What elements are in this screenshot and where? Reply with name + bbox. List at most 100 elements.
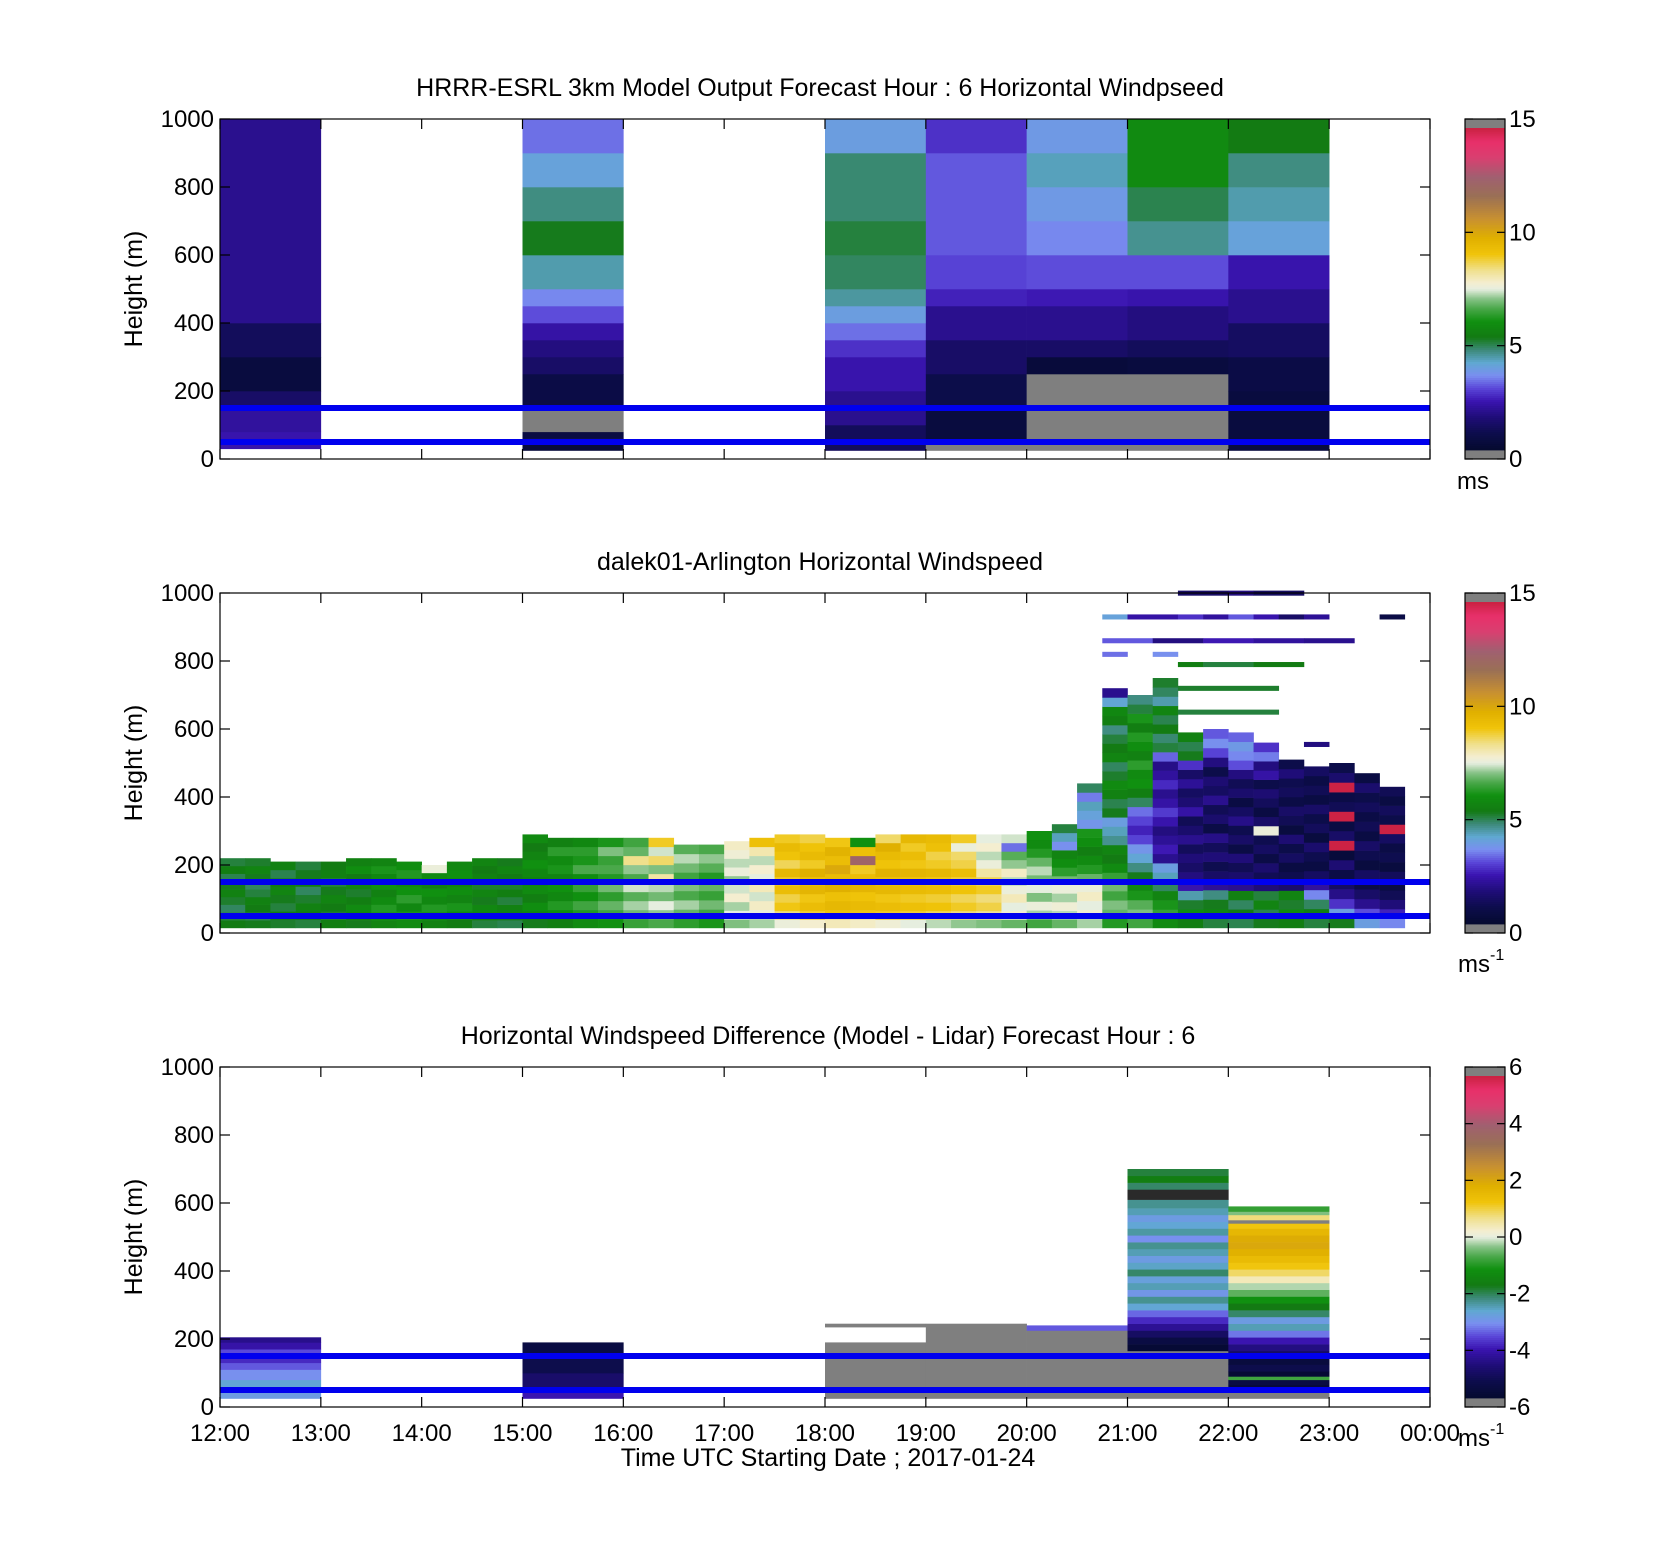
heatmap-cell — [976, 885, 1002, 895]
colorbar-tick-label: 6 — [1509, 1054, 1522, 1081]
colorbar-strip — [1465, 1226, 1505, 1230]
heatmap-cell — [1278, 881, 1305, 891]
heatmap-cell — [1329, 840, 1355, 851]
colorbar-strip — [1465, 367, 1505, 370]
heatmap-cell — [1177, 788, 1204, 798]
heatmap-cell — [421, 888, 448, 897]
y-tick-label: 0 — [201, 920, 214, 947]
heatmap-cell — [1152, 742, 1179, 753]
colorbar-strip — [1465, 1249, 1505, 1252]
colorbar-strip — [1465, 323, 1505, 326]
heatmap-cell — [1228, 119, 1330, 154]
heatmap-cell — [446, 919, 473, 929]
colorbar-strip — [1465, 1078, 1505, 1081]
heatmap-cell — [1152, 678, 1179, 688]
colorbar-strip — [1465, 630, 1505, 633]
heatmap-cell — [1354, 860, 1380, 871]
heatmap-cell — [1152, 890, 1179, 901]
heatmap-cell — [724, 884, 750, 894]
heatmap-cell — [371, 865, 397, 874]
heatmap-cell — [270, 903, 296, 912]
heatmap-cell — [850, 882, 876, 893]
colorbar-strip — [1465, 1371, 1505, 1375]
colorbar-strip — [1465, 1198, 1505, 1202]
colorbar-strip — [1465, 748, 1505, 752]
colorbar-strip — [1465, 435, 1505, 439]
heatmap-cell — [522, 357, 624, 375]
heatmap-cell — [1177, 709, 1280, 715]
heatmap-cell — [1026, 374, 1128, 451]
axes: 0 200 400 600 800 1000 — [161, 580, 1431, 947]
heatmap-cell — [1026, 857, 1053, 867]
colorbar-strip — [1465, 887, 1505, 891]
colorbar-unit: ms — [1457, 468, 1489, 495]
heatmap-cell — [900, 902, 927, 912]
colorbar-strip — [1465, 1313, 1505, 1316]
x-tick-label: 19:00 — [896, 1420, 956, 1447]
heatmap-cell — [1303, 918, 1330, 929]
heatmap-cell — [799, 919, 826, 929]
colorbar-strip — [1465, 877, 1505, 881]
heatmap-cell — [1303, 823, 1330, 834]
heatmap-cell — [1127, 890, 1154, 901]
heatmap-cell — [825, 289, 927, 307]
colorbar-tick-label: 4 — [1509, 1111, 1522, 1138]
colorbar-strip — [1465, 692, 1505, 695]
heatmap-cell — [220, 1379, 322, 1391]
heatmap-cell — [320, 869, 347, 879]
colorbar-strip — [1465, 1309, 1505, 1312]
heatmap-cell — [245, 889, 271, 898]
colorbar-strip — [1465, 190, 1505, 193]
heatmap-cell — [1102, 881, 1128, 892]
colorbar-unit: ms-1 — [1458, 947, 1504, 978]
heatmap-cell — [1127, 704, 1154, 714]
heatmap-cell — [799, 842, 826, 852]
heatmap-cell — [598, 855, 624, 866]
heatmap-cell — [1278, 825, 1305, 835]
colorbar-strip — [1465, 1192, 1505, 1196]
heatmap-cell — [396, 861, 422, 871]
heatmap-cell — [1278, 768, 1305, 779]
heatmap-cell — [1102, 688, 1128, 698]
heatmap-cell — [673, 881, 700, 892]
colorbar-strip — [1465, 1194, 1505, 1198]
y-tick-label: 400 — [174, 784, 214, 811]
colorbar-strip — [1465, 291, 1505, 294]
colorbar-unit-base: ms — [1458, 1425, 1490, 1452]
heatmap-cell — [522, 902, 549, 912]
heatmap-cell — [1152, 752, 1179, 762]
heatmap-cell — [1152, 761, 1179, 771]
colorbar-strip — [1465, 1387, 1505, 1391]
colorbar-strip — [1465, 905, 1505, 909]
heatmap-cell — [1228, 844, 1254, 854]
heatmap-cell — [1127, 722, 1154, 733]
heatmap-cell — [724, 867, 750, 877]
colorbar-strip — [1465, 895, 1505, 899]
heatmap-cell — [673, 872, 700, 882]
heatmap-cell — [1051, 884, 1078, 894]
colorbar-strip — [1465, 305, 1505, 308]
colorbar-strip — [1465, 1136, 1505, 1139]
colorbar-strip — [1465, 230, 1505, 234]
heatmap-cell — [875, 902, 901, 912]
colorbar-strip — [1465, 1098, 1505, 1101]
colorbar-underflow-cap — [1465, 1398, 1505, 1407]
heatmap-cell — [1127, 1276, 1229, 1284]
colorbar-strip — [1465, 913, 1505, 917]
colorbar-strip — [1465, 158, 1505, 161]
colorbar-strip — [1465, 214, 1505, 217]
colorbar-unit-base: ms — [1458, 951, 1490, 978]
heatmap-cell — [346, 889, 372, 898]
colorbar-strip — [1465, 1120, 1505, 1123]
heatmap-cell — [799, 893, 826, 903]
colorbar-strip — [1465, 1108, 1505, 1111]
heatmap-cell — [572, 846, 599, 857]
colorbar-strip — [1465, 377, 1505, 380]
heatmap-cell — [875, 919, 901, 929]
heatmap-cell — [1026, 892, 1053, 902]
heatmap-cell — [1253, 761, 1280, 771]
heatmap-cell — [522, 408, 624, 433]
colorbar-strip — [1465, 1315, 1505, 1318]
heatmap-cell — [1177, 918, 1204, 929]
